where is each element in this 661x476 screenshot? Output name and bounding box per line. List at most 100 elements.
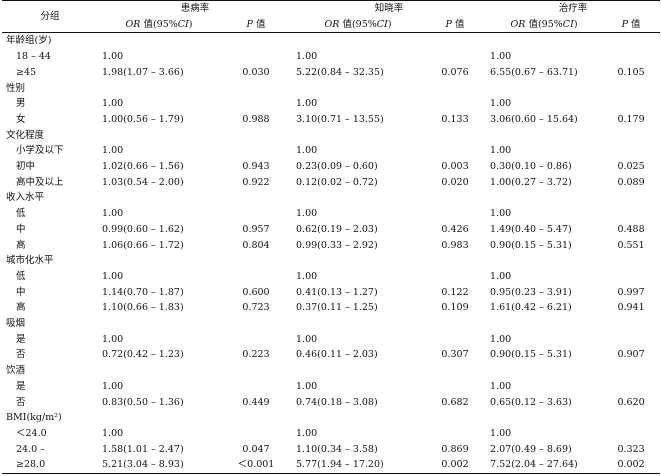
or-ci-cell: 1.00 <box>490 270 512 282</box>
or-ci-cell: 1.00 <box>102 145 124 157</box>
category-row: 城市化水平 <box>2 253 660 269</box>
or-ci-cell: 1.00 <box>490 427 512 439</box>
empty-cell <box>98 316 220 332</box>
p-value-cell <box>602 96 660 112</box>
table-row: 是 1.00 1.00 1.00 <box>2 379 660 395</box>
table-row: 中 1.14(0.70 – 1.87) 0.600 0.41(0.13 – 1.27)… <box>2 285 660 301</box>
empty-cell <box>292 81 424 97</box>
or-ci-cell: 1.03(0.54 – 2.00) <box>102 176 184 188</box>
p-value-cell: 0.922 <box>242 176 270 188</box>
or-ci-cell: 5.21(3.04 – 8.93) <box>102 459 184 471</box>
empty-cell <box>220 253 292 269</box>
p-value-cell: 0.804 <box>242 239 270 251</box>
or-ci-cell: 1.58(1.01 – 2.47) <box>102 443 184 455</box>
p-value-cell: 0.109 <box>441 302 469 314</box>
p-header-suffix: 值 <box>451 18 465 30</box>
or-ci-cell: 1.00(0.27 – 3.72) <box>490 176 572 188</box>
empty-cell <box>486 190 602 206</box>
p-value-cell: 0.983 <box>441 239 469 251</box>
table-row: 女 1.00(0.56 – 1.79) 0.988 3.10(0.71 – 13.55… <box>2 112 660 128</box>
empty-cell <box>424 128 486 144</box>
empty-cell <box>486 81 602 97</box>
empty-cell <box>292 316 424 332</box>
or-ci-cell: 0.62(0.19 – 2.03) <box>296 223 378 235</box>
or-header-suffix: ) <box>188 18 193 30</box>
or-ci-cell: 1.00 <box>490 208 512 220</box>
p-value-cell <box>424 206 486 222</box>
or-ci-cell: 1.00 <box>102 427 124 439</box>
or-ci-cell: 1.00 <box>490 51 512 63</box>
table-row: 低 1.00 1.00 1.00 <box>2 206 660 222</box>
subgroup-label: 女 <box>16 113 26 125</box>
p-value-cell <box>220 49 292 65</box>
p-value-cell: 0.682 <box>441 396 469 408</box>
or-ci-cell: 0.12(0.02 – 0.72) <box>296 176 378 188</box>
or-ci-cell: 0.83(0.50 – 1.36) <box>102 396 184 408</box>
or-ci-cell: 1.00 <box>296 51 318 63</box>
empty-cell <box>98 81 220 97</box>
or-ci-cell: 3.10(0.71 – 13.55) <box>296 113 384 125</box>
or-header-mid: 值(95% <box>140 18 178 30</box>
p-header-prefix: P <box>246 18 253 30</box>
empty-cell <box>486 33 602 49</box>
or-header-treatment: OR 值(95%CI) <box>486 16 603 34</box>
empty-cell <box>220 363 292 379</box>
p-value-cell: 0.943 <box>242 161 270 173</box>
category-label: 性别 <box>6 82 26 94</box>
empty-cell <box>292 253 424 269</box>
empty-cell <box>220 33 292 49</box>
p-value-cell: 0.002 <box>441 459 469 471</box>
p-value-cell <box>424 143 486 159</box>
category-label: 吸烟 <box>6 318 26 330</box>
or-ci-cell: 1.14(0.70 – 1.87) <box>102 286 184 298</box>
or-header-prefix: OR <box>510 18 526 30</box>
or-ci-cell: 0.37(0.11 – 1.25) <box>296 302 378 314</box>
category-label: 年龄组(岁) <box>6 35 52 47</box>
empty-cell <box>424 410 486 426</box>
empty-cell <box>98 410 220 426</box>
p-value-cell <box>220 143 292 159</box>
category-label: 城市化水平 <box>6 255 54 267</box>
subgroup-label: 男 <box>16 98 26 110</box>
empty-cell <box>98 33 220 49</box>
category-label: 文化程度 <box>6 129 45 141</box>
subgroup-label: 中 <box>16 286 26 298</box>
p-value-cell <box>220 332 292 348</box>
p-value-cell <box>424 332 486 348</box>
subgroup-label: 高 <box>16 239 26 251</box>
category-row: 年龄组(岁) <box>2 33 660 49</box>
table-row: ≥28.0 5.21(3.04 – 8.93) ＜0.001 5.77(1.94 – … <box>2 457 660 473</box>
subgroup-label: ≥45 <box>16 66 37 78</box>
p-value-cell <box>424 426 486 442</box>
category-label: 饮酒 <box>6 365 26 377</box>
empty-cell <box>220 128 292 144</box>
p-value-cell <box>602 379 660 395</box>
or-ci-cell: 1.00 <box>490 145 512 157</box>
or-ci-cell: 1.00 <box>296 380 318 392</box>
or-ci-cell: 0.72(0.42 – 1.23) <box>102 349 184 361</box>
p-value-cell <box>220 96 292 112</box>
or-ci-cell: 0.65(0.12 – 3.63) <box>490 396 572 408</box>
p-value-cell: 0.988 <box>242 113 270 125</box>
p-value-cell: 0.133 <box>441 113 469 125</box>
table-row: 是 1.00 1.00 1.00 <box>2 332 660 348</box>
empty-cell <box>292 363 424 379</box>
or-header-ci: CI <box>562 18 574 30</box>
p-value-cell: 0.449 <box>242 396 270 408</box>
p-value-cell: 0.997 <box>617 286 645 298</box>
or-ci-cell: 7.52(2.04 – 27.64) <box>490 459 578 471</box>
or-ci-cell: 0.90(0.15 – 5.31) <box>490 349 572 361</box>
or-ci-cell: 1.10(0.34 – 3.58) <box>296 443 378 455</box>
p-value-cell: 0.076 <box>441 66 469 78</box>
p-value-cell <box>220 269 292 285</box>
group-header-treatment: 治疗率 <box>558 3 588 14</box>
empty-cell <box>486 316 602 332</box>
p-value-cell <box>602 426 660 442</box>
empty-cell <box>602 316 660 332</box>
p-value-cell <box>602 206 660 222</box>
p-value-cell: 0.030 <box>242 66 270 78</box>
or-ci-cell: 5.22(0.84 – 32.35) <box>296 66 384 78</box>
or-header-suffix: ) <box>387 18 392 30</box>
or-header-ci: CI <box>376 18 388 30</box>
or-ci-cell: 2.07(0.49 – 8.69) <box>490 443 572 455</box>
